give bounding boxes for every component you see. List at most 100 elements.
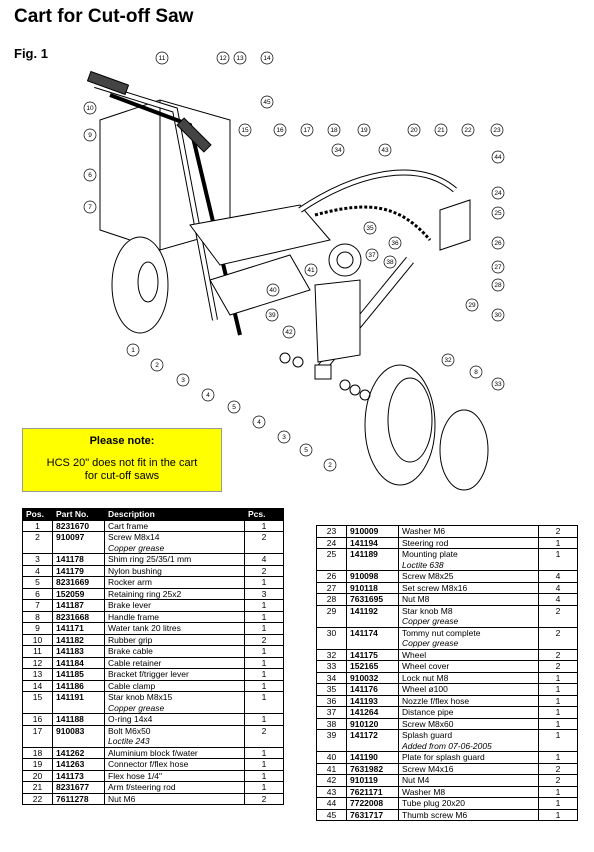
quantity: 1 (538, 683, 578, 696)
quantity: 1 (244, 746, 284, 759)
part-row: 23 910009 Washer M6 2 (316, 525, 578, 538)
description: Washer M6 (398, 525, 539, 538)
callout-circle (83, 168, 97, 182)
column-header: Pos. (22, 508, 53, 521)
callout-label: 9 (88, 132, 92, 139)
quantity: 1 (538, 717, 578, 730)
part-row: 20 141173 Flex hose 1/4" 1 (22, 769, 284, 782)
part-row: 32 141175 Wheel 2 (316, 648, 578, 661)
column-header: Pcs. (244, 508, 284, 521)
quantity: 1 (244, 610, 284, 623)
callout-circle (227, 400, 241, 414)
part-number: 141174 (346, 626, 399, 650)
quantity: 1 (244, 519, 284, 532)
quantity: 1 (244, 679, 284, 692)
part-row: 27 910118 Set screw M8x16 4 (316, 581, 578, 594)
callout-circle (282, 325, 296, 339)
callout-label: 45 (263, 99, 271, 106)
column-header: Part No. (52, 508, 105, 521)
quantity: 2 (244, 564, 284, 577)
callout-circle (491, 260, 505, 274)
description: Screw M8x14 Copper grease (104, 531, 245, 554)
position: 22 (22, 792, 53, 805)
description-note: Loctite 243 (108, 736, 150, 746)
part-number: 141188 (52, 713, 105, 726)
position: 23 (316, 525, 347, 538)
part-number: 8231669 (52, 576, 105, 589)
part-number: 141182 (52, 633, 105, 646)
position: 6 (22, 587, 53, 600)
position: 25 (316, 548, 347, 571)
callout-label: 29 (468, 302, 476, 309)
position: 26 (316, 570, 347, 583)
description-text: Shim ring 25/35/1 mm (108, 554, 192, 564)
description-text: Wheel cover (402, 661, 450, 671)
description: Bolt M6x50 Loctite 243 (104, 724, 245, 748)
callout-circle (441, 353, 455, 367)
callout-circle (327, 123, 341, 137)
description: Star knob M8 Copper grease (398, 604, 539, 628)
callout-circle (83, 200, 97, 214)
description-text: Nut M6 (108, 793, 136, 804)
callout-circle (260, 51, 274, 65)
position: 39 (316, 729, 347, 752)
callout-circle (155, 51, 169, 65)
description: Washer M8 (398, 785, 539, 798)
part-row: 11 141183 Brake cable 1 (22, 645, 284, 658)
callout-circle (491, 236, 505, 250)
part-row: 28 7631695 Nut M8 4 (316, 593, 578, 606)
callout-label: 19 (360, 127, 368, 134)
callout-label: 42 (285, 329, 293, 336)
description-text: Handle frame (108, 611, 160, 622)
position: 36 (316, 694, 347, 707)
quantity: 1 (244, 645, 284, 658)
callout-circle (383, 255, 397, 269)
description: Arm f/steering rod (104, 781, 245, 794)
description: Plate for splash guard (398, 751, 539, 764)
part-row: 38 910120 Screw M8x60 1 (316, 717, 578, 730)
callout-label: 27 (494, 264, 502, 271)
quantity: 1 (244, 691, 284, 714)
description: Water tank 20 litres (104, 622, 245, 635)
description-text: Screw M8x60 (402, 718, 454, 729)
position: 35 (316, 683, 347, 696)
callout-circle (299, 443, 313, 457)
callout-circle (491, 186, 505, 200)
quantity: 1 (538, 729, 578, 752)
callout-circle (126, 343, 140, 357)
description-text: Connector f/flex hose (108, 759, 189, 769)
callout-circle (491, 377, 505, 391)
quantity: 2 (538, 762, 578, 775)
position: 10 (22, 633, 53, 646)
callout-label: 16 (276, 127, 284, 134)
part-row: 19 141263 Connector f/flex hose 1 (22, 758, 284, 771)
quantity: 4 (538, 581, 578, 594)
position: 29 (316, 604, 347, 628)
part-number: 141190 (346, 751, 399, 764)
part-row: 43 7621171 Washer M8 1 (316, 785, 578, 798)
quantity: 2 (538, 525, 578, 538)
quantity: 1 (538, 706, 578, 719)
part-number: 141184 (52, 656, 105, 669)
description: Screw M4x16 (398, 762, 539, 775)
description-text: Tube plug 20x20 (402, 798, 466, 808)
description: Tommy nut complete Copper grease (398, 626, 539, 650)
description: Cable clamp (104, 679, 245, 692)
description-text: Bracket f/trigger lever (108, 669, 189, 679)
position: 11 (22, 645, 53, 658)
part-number: 152059 (52, 587, 105, 600)
part-row: 41 7631982 Screw M4x16 2 (316, 762, 578, 775)
quantity: 1 (538, 797, 578, 810)
description: Lock nut M8 (398, 671, 539, 684)
callout-label: 35 (366, 225, 374, 232)
part-row: 35 141176 Wheel ø100 1 (316, 683, 578, 696)
position: 5 (22, 576, 53, 589)
callout-circle (363, 221, 377, 235)
quantity: 4 (244, 553, 284, 566)
description-text: Flex hose 1/4" (108, 770, 163, 781)
callout-circle (491, 206, 505, 220)
description: Set screw M8x16 (398, 581, 539, 594)
part-number: 141183 (52, 645, 105, 658)
position: 41 (316, 762, 347, 775)
